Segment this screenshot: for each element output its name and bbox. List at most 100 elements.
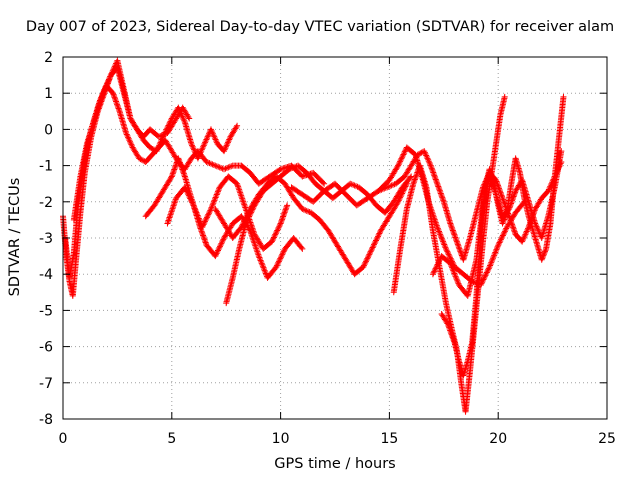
interp-point: [167, 118, 174, 125]
interp-point: [426, 159, 433, 166]
y-tick-label: -8: [39, 412, 53, 428]
interp-point: [500, 219, 507, 226]
interp-point: [366, 251, 373, 258]
data-point: [207, 126, 214, 133]
interp-point: [453, 274, 460, 281]
interp-point: [455, 244, 462, 251]
interp-point: [259, 261, 266, 268]
interp-point: [367, 248, 374, 255]
interp-point: [166, 121, 173, 128]
interp-point: [483, 270, 490, 277]
data-point: [181, 184, 188, 191]
interp-point: [249, 233, 256, 240]
interp-point: [202, 137, 209, 144]
interp-point: [482, 272, 489, 279]
interp-point: [451, 270, 458, 277]
data-point: [375, 187, 382, 194]
interp-point: [541, 248, 548, 255]
data-point: [321, 180, 328, 187]
y-tick-label: 1: [44, 86, 53, 102]
interp-point: [185, 114, 192, 121]
interp-point: [239, 195, 246, 202]
interp-point: [276, 221, 283, 228]
interp-point: [189, 201, 196, 208]
interp-point: [183, 187, 190, 194]
interp-point: [530, 211, 537, 218]
interp-point: [450, 335, 457, 342]
interp-point: [431, 267, 438, 274]
data-point: [414, 151, 421, 158]
interp-point: [492, 248, 499, 255]
interp-point: [521, 232, 528, 239]
interp-point: [208, 204, 215, 211]
interp-point: [205, 132, 212, 139]
y-tick-label: -2: [39, 195, 53, 211]
y-tick-label: 2: [44, 50, 53, 66]
interp-point: [421, 149, 428, 156]
interp-point: [438, 193, 445, 200]
interp-point: [190, 145, 197, 152]
interp-point: [170, 167, 177, 174]
data-point: [558, 148, 565, 155]
interp-point: [219, 237, 226, 244]
interp-point: [428, 165, 435, 172]
interp-point: [210, 161, 217, 168]
interp-point: [371, 241, 378, 248]
interp-point: [351, 182, 358, 189]
interp-point: [235, 183, 242, 190]
interp-point: [185, 191, 192, 198]
interp-point: [378, 186, 385, 193]
interp-point: [493, 178, 500, 185]
interp-point: [440, 238, 447, 245]
data-point: [268, 238, 275, 245]
interp-point: [255, 251, 262, 258]
interp-point: [415, 151, 422, 158]
interp-point: [165, 217, 172, 224]
interp-point: [176, 158, 183, 165]
interp-point: [100, 90, 107, 97]
interp-point: [172, 162, 179, 169]
interp-point: [198, 226, 205, 233]
interp-point: [434, 182, 441, 189]
interp-point: [238, 194, 245, 201]
interp-point: [422, 151, 429, 158]
interp-point: [279, 251, 286, 258]
interp-point: [503, 206, 510, 213]
interp-point: [248, 232, 255, 239]
data-point: [558, 158, 565, 165]
interp-point: [148, 145, 155, 152]
interp-point: [399, 189, 406, 196]
interp-point: [407, 174, 414, 181]
interp-point: [499, 233, 506, 240]
interp-point: [553, 170, 560, 177]
data-point: [442, 245, 449, 252]
interp-point: [496, 239, 503, 246]
interp-point: [497, 189, 504, 196]
interp-point: [320, 179, 327, 186]
interp-point: [433, 179, 440, 186]
interp-point: [98, 94, 105, 101]
interp-point: [170, 202, 177, 209]
interp-point: [168, 116, 175, 123]
interp-point: [397, 194, 404, 201]
interp-point: [223, 142, 230, 149]
data-point: [168, 173, 175, 180]
interp-point: [200, 232, 207, 239]
interp-point: [177, 110, 184, 117]
interp-point: [213, 193, 220, 200]
interp-point: [298, 244, 305, 251]
interp-point: [456, 246, 463, 253]
interp-point: [377, 229, 384, 236]
data-point: [212, 162, 219, 169]
interp-point: [530, 210, 537, 217]
interp-point: [216, 164, 223, 171]
interp-point: [210, 132, 217, 139]
interp-point: [509, 197, 516, 204]
interp-point: [379, 186, 386, 193]
interp-point: [526, 221, 533, 228]
interp-point: [503, 225, 510, 232]
interp-point: [374, 234, 381, 241]
interp-point: [506, 214, 513, 221]
interp-point: [201, 219, 208, 226]
interp-point: [525, 225, 532, 232]
